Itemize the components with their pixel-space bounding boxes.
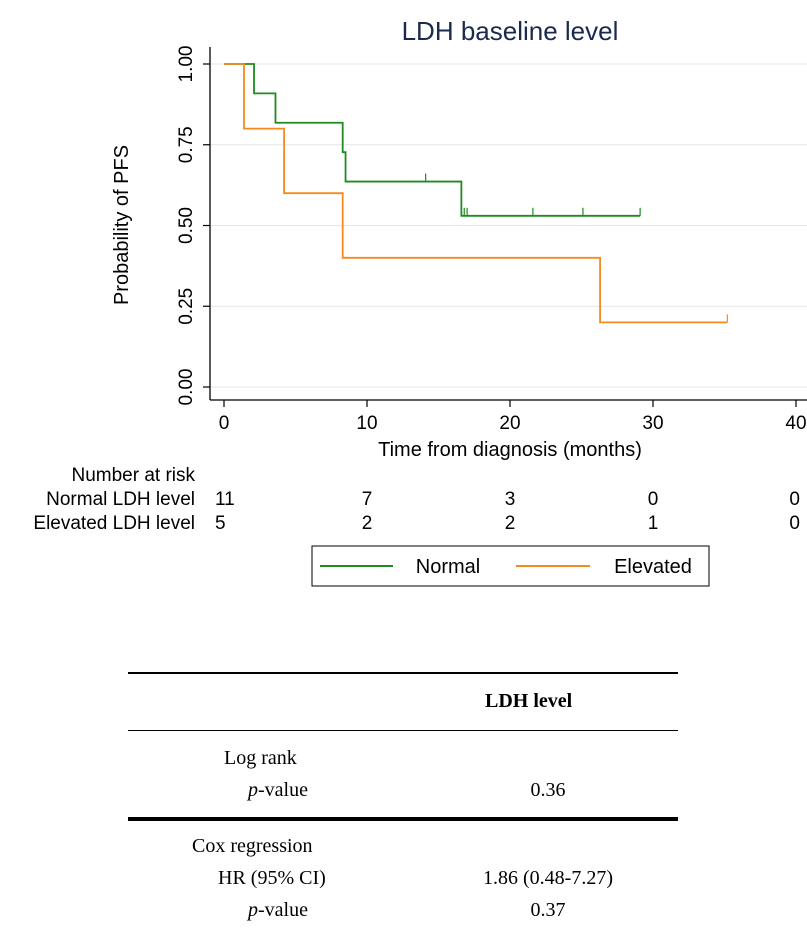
log-rank-section: Log rank p-value 0.36 <box>128 731 678 821</box>
legend: Normal Elevated <box>311 545 710 587</box>
p-label-rest: -value <box>258 899 308 921</box>
y-tick-label: 0.75 <box>176 126 197 163</box>
risk-row-label-elevated: Elevated LDH level <box>33 513 195 534</box>
log-rank-p-label: p-value <box>248 779 308 802</box>
cox-hr-label: HR (95% CI) <box>218 867 326 889</box>
y-tick-label: 0.50 <box>176 207 197 244</box>
grid-lines <box>210 63 807 388</box>
y-axis-label: Probability of PFS <box>111 145 133 305</box>
y-tick-label: 1.00 <box>176 46 197 83</box>
p-italic: p <box>248 779 258 801</box>
axis-ticks: 0.00 0.25 0.50 0.75 1.00 0 10 20 30 40 <box>176 46 807 434</box>
x-tick-label: 20 <box>499 413 520 434</box>
log-rank-p-value: 0.36 <box>530 779 566 801</box>
risk-table: Number at risk Normal LDH level Elevated… <box>33 465 800 534</box>
axes <box>209 47 807 401</box>
p-italic: p <box>248 899 258 921</box>
legend-label-elevated: Elevated <box>614 556 692 578</box>
risk-count: 7 <box>362 489 373 510</box>
risk-count: 2 <box>362 513 373 534</box>
risk-count: 1 <box>648 513 659 534</box>
column-header-ldh-level: LDH level <box>485 690 573 712</box>
risk-count: 0 <box>789 489 800 510</box>
y-tick-label: 0.25 <box>176 288 197 325</box>
cox-regression-label: Cox regression <box>192 835 313 857</box>
km-curve-normal <box>224 63 641 217</box>
chart-title: LDH baseline level <box>402 16 619 46</box>
stats-table: LDH level Log rank p-value 0.36 Cox regr… <box>128 672 678 931</box>
cox-section: Cox regression HR (95% CI) 1.86 (0.48-7.… <box>128 821 678 931</box>
log-rank-label: Log rank <box>224 747 297 769</box>
risk-count: 0 <box>789 513 800 534</box>
survival-curves <box>224 63 728 324</box>
risk-count: 2 <box>505 513 516 534</box>
x-tick-label: 10 <box>356 413 377 434</box>
cox-hr-value: 1.86 (0.48-7.27) <box>483 867 613 889</box>
km-chart: LDH baseline level 0.000.250.500.751.000… <box>33 16 807 587</box>
x-tick-label: 40 <box>785 413 806 434</box>
x-axis-label: Time from diagnosis (months) <box>378 439 642 461</box>
risk-count: 11 <box>215 489 235 510</box>
legend-label-normal: Normal <box>416 556 480 578</box>
risk-count: 0 <box>648 489 659 510</box>
p-label-rest: -value <box>258 779 308 801</box>
risk-row-label-normal: Normal LDH level <box>46 489 195 510</box>
cox-p-value: 0.37 <box>530 899 566 921</box>
risk-table-title: Number at risk <box>71 465 195 486</box>
stats-table-header: LDH level <box>128 672 678 731</box>
risk-count: 5 <box>215 513 226 534</box>
x-tick-label: 0 <box>219 413 230 434</box>
km-curve-elevated <box>224 63 728 324</box>
y-tick-label: 0.00 <box>176 369 197 406</box>
cox-p-label: p-value <box>248 899 308 922</box>
risk-count: 3 <box>505 489 516 510</box>
x-tick-label: 30 <box>642 413 663 434</box>
